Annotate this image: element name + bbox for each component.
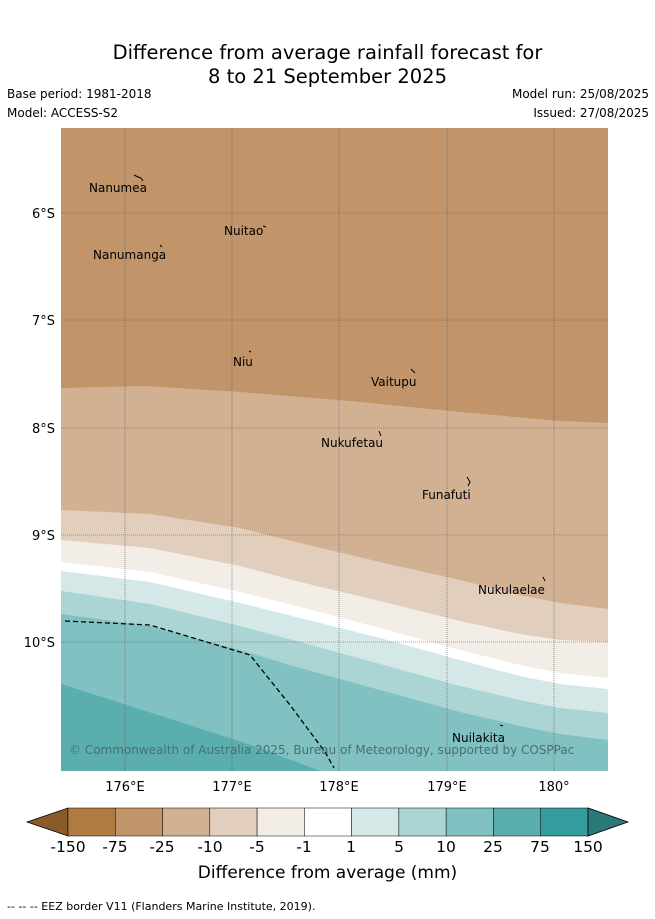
- latitude-ticks: 6°S 7°S 8°S 9°S 10°S: [24, 207, 55, 651]
- lat-tick-label: 6°S: [32, 207, 55, 222]
- copyright-notice: © Commonwealth of Australia 2025, Bureau…: [69, 743, 574, 757]
- place-label: Nanumanga: [93, 248, 166, 262]
- map-title-line1: Difference from average rainfall forecas…: [112, 41, 543, 64]
- lon-tick-label: 179°E: [427, 780, 467, 795]
- colorbar-swatch: [351, 807, 400, 837]
- colorbar-swatch: [256, 807, 305, 837]
- colorbar: [25, 807, 630, 837]
- place-label: Nukufetau: [321, 436, 383, 450]
- issued-date: Issued: 27/08/2025: [533, 106, 649, 120]
- colorbar-extend-low: [25, 807, 69, 837]
- colorbar-swatch: [398, 807, 447, 837]
- rainfall-bands: [61, 128, 608, 771]
- colorbar-swatch: [209, 807, 258, 837]
- colorbar-label: -25: [149, 838, 175, 856]
- colorbar-label: 150: [573, 838, 603, 856]
- colorbar-label: 75: [530, 838, 550, 856]
- lat-tick-label: 10°S: [24, 636, 55, 651]
- place-label: Vaitupu: [371, 375, 417, 389]
- place-label: Niu: [233, 355, 253, 369]
- place-label: Nukulaelae: [478, 583, 545, 597]
- island-outlines: [133, 174, 546, 727]
- colorbar-label: -5: [249, 838, 265, 856]
- colorbar-label: -150: [50, 838, 86, 856]
- colorbar-label: -75: [102, 838, 128, 856]
- place-label: Funafuti: [422, 488, 471, 502]
- colorbar-label: 25: [483, 838, 503, 856]
- colorbar-label: 5: [394, 838, 404, 856]
- eez-border-line: [64, 620, 335, 769]
- colorbar-swatch: [493, 807, 541, 837]
- island-labels: Nanumea Nuitao Nanumanga Niu Vaitupu Nuk…: [89, 181, 545, 745]
- colorbar-swatch: [162, 807, 211, 837]
- colorbar-label: 1: [346, 838, 356, 856]
- colorbar-swatch: [67, 807, 116, 837]
- lon-tick-label: 177°E: [212, 780, 252, 795]
- colorbar-swatch: [115, 807, 163, 837]
- place-label: Nuilakita: [452, 731, 505, 745]
- model-name: Model: ACCESS-S2: [7, 106, 119, 120]
- lat-tick-label: 9°S: [32, 529, 55, 544]
- colorbar-label: -1: [296, 838, 312, 856]
- colorbar-swatch: [540, 807, 589, 837]
- band-wet-25-75: [61, 684, 320, 771]
- colorbar-swatch: [445, 807, 494, 837]
- base-period: Base period: 1981-2018: [7, 87, 152, 101]
- eez-legend-note: -- -- -- EEZ border V11 (Flanders Marine…: [7, 900, 316, 913]
- place-label: Nuitao: [224, 224, 263, 238]
- lat-tick-label: 8°S: [32, 422, 55, 437]
- lat-tick-label: 7°S: [32, 314, 55, 329]
- lon-tick-label: 176°E: [105, 780, 145, 795]
- lon-tick-label: 180°: [538, 780, 569, 795]
- colorbar-extend-high: [587, 807, 630, 837]
- lon-tick-label: 178°E: [319, 780, 359, 795]
- place-label: Nanumea: [89, 181, 147, 195]
- longitude-ticks: 176°E 177°E 178°E 179°E 180°: [105, 780, 569, 795]
- model-run: Model run: 25/08/2025: [511, 87, 649, 101]
- colorbar-title: Difference from average (mm): [197, 863, 458, 883]
- colorbar-label: -10: [197, 838, 223, 856]
- map-title-line2: 8 to 21 September 2025: [208, 65, 447, 88]
- colorbar-swatch: [304, 807, 352, 837]
- colorbar-label: 10: [436, 838, 456, 856]
